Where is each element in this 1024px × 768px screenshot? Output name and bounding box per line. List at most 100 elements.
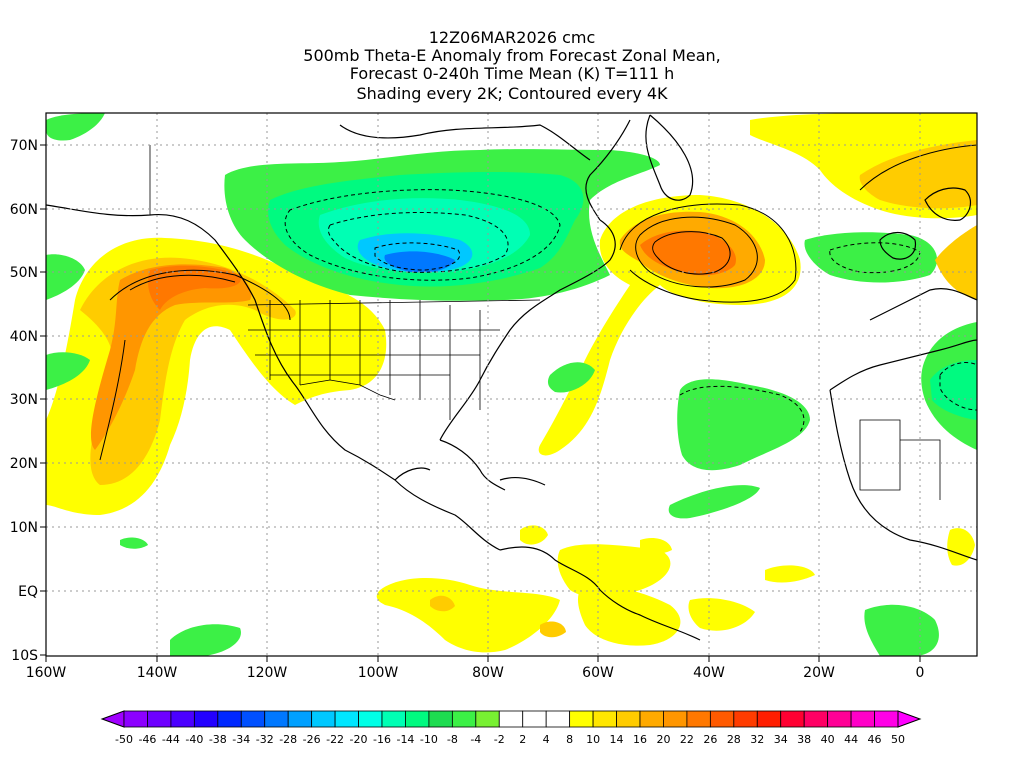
pacific-cold-dot	[120, 537, 148, 549]
colorbar-swatch	[217, 710, 242, 728]
colorbar-tick-label: 16	[633, 733, 647, 746]
colorbar-swatch	[663, 710, 688, 728]
scandinavia-coastline	[924, 187, 972, 221]
atlantic-cold-strip	[668, 485, 760, 519]
colorbar-swatch	[475, 710, 500, 728]
colorbar-swatch	[639, 710, 664, 728]
colorbar-swatch	[287, 710, 313, 728]
lon-label: 80W	[472, 665, 504, 681]
lat-label: 40N	[10, 329, 38, 345]
colorbar-swatch	[358, 710, 383, 728]
map-title-run: 12Z06MAR2026 cmc	[428, 28, 596, 47]
yucatan-coastline	[394, 467, 431, 481]
colorbar-tick-label: -4	[470, 733, 482, 746]
lat-label: EQ	[18, 584, 38, 600]
axis-ticks	[40, 144, 921, 662]
contour-cold-minus12	[374, 242, 461, 271]
contour-pacific-8	[129, 274, 236, 291]
lon-label: 0	[916, 665, 925, 681]
colorbar-swatch	[381, 710, 406, 728]
map-title-shading: Shading every 2K; Contoured every 4K	[356, 84, 668, 103]
colorbar-tick-label: -44	[161, 733, 180, 746]
tropical-warm-core-1	[430, 595, 455, 612]
lon-label: 20W	[803, 665, 835, 681]
colorbar-tick-label: -38	[208, 733, 227, 746]
colorbar-tick-label: -8	[446, 733, 458, 746]
coastlines	[46, 114, 977, 641]
lat-label: 20N	[10, 456, 38, 472]
lat-label: 60N	[10, 202, 38, 218]
colorbar-swatch	[709, 710, 735, 728]
greenland-coastline	[645, 114, 694, 201]
contour-africa-minus4	[939, 362, 977, 411]
colorbar-tick-label: -28	[279, 733, 298, 746]
lat-label: 70N	[10, 138, 38, 154]
contour-europe-minus4	[829, 242, 921, 274]
colorbar-swatch	[170, 710, 195, 728]
pacific-cold-edge-2	[46, 352, 90, 390]
colorbar-swatch	[569, 710, 594, 728]
colorbar-tick-label: 38	[797, 733, 812, 746]
colorbar-tick-label: -34	[232, 733, 251, 746]
atlantic-coastline	[439, 219, 616, 441]
gulf-coastline	[439, 439, 506, 491]
map-frame	[45, 112, 978, 657]
tropical-warm-blob-1	[376, 578, 560, 653]
colorbar-arrow-right	[897, 710, 922, 728]
colorbar-swatch	[240, 710, 266, 728]
map-title-field: 500mb Theta-E Anomaly from Forecast Zona…	[303, 46, 721, 65]
graticule	[46, 113, 977, 656]
colorbar-tick-label: -10	[419, 733, 438, 746]
colorbar-swatch	[193, 710, 219, 728]
colorbar-swatch	[733, 710, 758, 728]
african-borders	[859, 419, 941, 500]
lon-label: 40W	[693, 665, 725, 681]
colorbar-tick-label: 22	[679, 733, 694, 746]
colorbar-swatch	[498, 710, 524, 728]
colorbar-tick-label: 40	[820, 733, 835, 746]
lat-label: 10S	[11, 648, 38, 664]
colorbar-tick-label: -14	[396, 733, 415, 746]
colorbar-tick-label: 4	[542, 733, 550, 746]
contour-atlantic-4	[619, 203, 797, 303]
contour-atlantic-12	[652, 231, 731, 275]
map-title-forecast: Forecast 0-240h Time Mean (K) T=111 h	[349, 64, 675, 83]
colorbar-swatch	[780, 710, 805, 728]
contours	[99, 144, 977, 461]
tropical-warm-blob-8	[640, 538, 672, 554]
colorbar-tick-label: -22	[326, 733, 345, 746]
colorbar-swatch	[827, 710, 852, 728]
colorbar-tick-label: 20	[656, 733, 671, 746]
tropical-warm-core-2	[540, 621, 566, 638]
colorbar-tick-label: 14	[609, 733, 624, 746]
longitude-labels: 160W 140W 120W 100W 80W 60W 40W 20W 0	[26, 665, 925, 681]
lat-label: 50N	[10, 265, 38, 281]
pacific-cold-edge	[46, 254, 85, 300]
lon-label: 60W	[582, 665, 614, 681]
caribbean-islands	[499, 476, 546, 486]
lat-label: 30N	[10, 392, 38, 408]
colorbar-tick-label: 10	[586, 733, 601, 746]
colorbar-tick-label: -2	[493, 733, 505, 746]
lon-label: 120W	[247, 665, 288, 681]
colorbar-swatch	[123, 710, 148, 728]
pacific-warm-max	[90, 264, 252, 450]
colorbar-tick-label: -26	[302, 733, 321, 746]
europe-warm-edge	[935, 225, 977, 300]
tropical-warm-blob-4	[688, 598, 755, 631]
colorbar-swatch	[311, 710, 336, 728]
political-borders	[149, 145, 941, 500]
contour-cold-minus4	[284, 189, 561, 281]
colorbar-tick-label: 32	[750, 733, 765, 746]
cold-anomaly-peak	[384, 251, 455, 273]
contour-cold-minus8	[327, 211, 509, 273]
colorbar-swatch	[874, 710, 899, 728]
lat-label: 10N	[10, 520, 38, 536]
tropical-warm-blob-5	[765, 565, 815, 583]
contour-atlantic-8	[635, 216, 758, 288]
colorbar-tick-label: -40	[185, 733, 204, 746]
colorbar-tick-label: 8	[566, 733, 574, 746]
tropical-warm-blob-2	[557, 544, 671, 598]
colorbar-tick-label: 46	[867, 733, 882, 746]
